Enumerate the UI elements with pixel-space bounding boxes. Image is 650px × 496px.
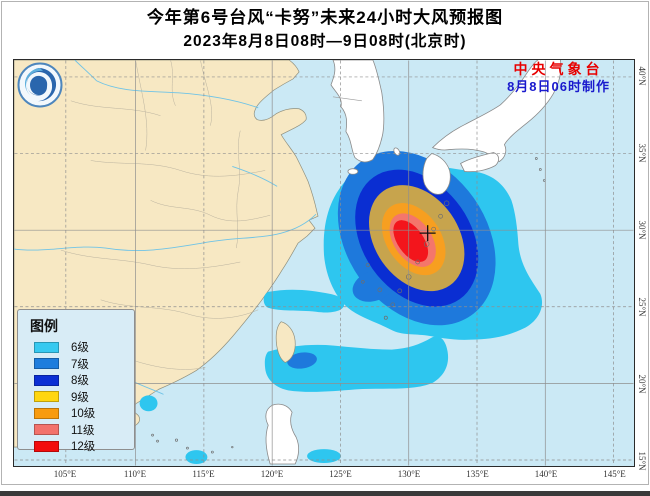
lon-tick-label: 105°E [53, 469, 77, 479]
legend-swatch [34, 391, 59, 403]
japan-kyushu [422, 153, 451, 195]
taiwan-island [275, 321, 296, 363]
legend-item-label: 12级 [71, 441, 96, 454]
legend-item-label: 10级 [71, 408, 96, 421]
legend-swatch [34, 424, 59, 436]
luzon-island [265, 403, 299, 465]
lat-tick-label: 35°N [637, 143, 647, 163]
credit-agency: 中央气象台 [513, 61, 604, 77]
legend: 图例 6级 7级 8级 9级 10级 11级 12级 [17, 309, 135, 453]
korea-dmz-border [332, 96, 362, 102]
lat-tick-label: 15°N [637, 451, 647, 471]
credit-block: 中央气象台 8月8日06时制作 [507, 61, 610, 95]
title-block: 今年第6号台风“卡努”未来24小时大风预报图 2023年8月8日08时—9日08… [0, 5, 650, 53]
legend-item: 8级 [34, 372, 134, 389]
lat-tick-label: 30°N [637, 220, 647, 240]
legend-swatch [34, 407, 59, 419]
legend-item-label: 7级 [71, 358, 89, 371]
lon-tick-label: 145°E [603, 469, 626, 479]
legend-item: 10级 [34, 405, 134, 422]
credit-timestamp: 8月8日06时制作 [507, 79, 610, 94]
foreign-land [265, 60, 562, 465]
lon-tick-label: 135°E [466, 469, 489, 479]
lon-tick-label: 120°E [260, 469, 284, 479]
lon-tick-label: 125°E [329, 469, 352, 479]
legend-item-label: 11级 [71, 424, 95, 437]
cma-logo-icon [17, 62, 63, 108]
lon-tick-label: 115°E [192, 469, 215, 479]
legend-item-label: 6级 [71, 342, 89, 355]
korea-peninsula [330, 60, 385, 163]
lat-tick-label: 25°N [637, 297, 647, 317]
lon-tick-label: 110°E [123, 469, 147, 479]
lat-tick-label: 40°N [637, 66, 647, 86]
legend-swatch [34, 358, 59, 370]
legend-item: 11级 [34, 422, 134, 439]
legend-item-label: 9级 [71, 391, 89, 404]
bottom-bar [0, 491, 650, 496]
japan-honshu [431, 60, 562, 162]
lat-tick-label: 20°N [637, 374, 647, 394]
legend-swatch [34, 374, 59, 386]
legend-item: 9级 [34, 389, 134, 406]
legend-swatch [34, 440, 59, 452]
legend-item: 12级 [34, 438, 134, 455]
legend-item-label: 8级 [71, 375, 89, 388]
lon-tick-label: 140°E [534, 469, 558, 479]
legend-items: 6级 7级 8级 9级 10级 11级 12级 [30, 339, 134, 455]
page-title: 今年第6号台风“卡努”未来24小时大风预报图 [146, 8, 504, 27]
legend-swatch [34, 341, 59, 353]
typhoon-center-cross [419, 225, 436, 242]
page-subtitle: 2023年8月8日08时—9日08时(北京时) [183, 33, 467, 50]
jeju-island [347, 168, 359, 175]
wind-area-level12 [393, 220, 429, 263]
lon-tick-label: 130°E [397, 469, 421, 479]
legend-item: 6级 [34, 339, 134, 356]
legend-item: 7级 [34, 356, 134, 373]
legend-title: 图例 [30, 318, 58, 334]
